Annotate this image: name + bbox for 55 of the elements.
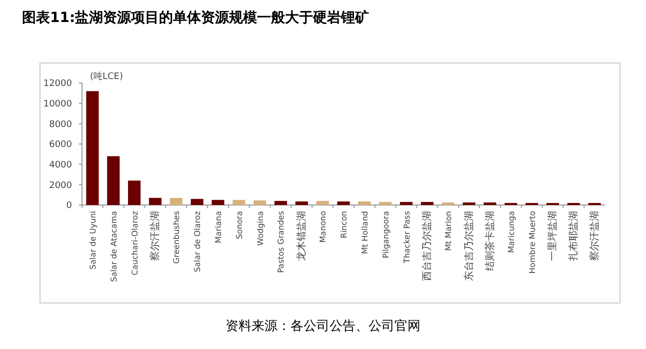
x-tick-label: Salar de Atacama bbox=[109, 210, 118, 282]
y-tick-label: 10000 bbox=[43, 100, 72, 110]
x-tick-label: Thacker Pass bbox=[402, 211, 412, 264]
x-tick-label: Mariana bbox=[214, 210, 223, 244]
x-tick-label: 扎布耶盐湖 bbox=[568, 211, 580, 261]
x-tick-label: Greenbushes bbox=[172, 211, 182, 264]
bar bbox=[254, 200, 266, 205]
y-tick-label: 4000 bbox=[49, 160, 72, 171]
bar bbox=[358, 201, 371, 205]
chart-title: 图表11:盐湖资源项目的单体资源规模一般大于硬岩锂矿 bbox=[22, 9, 370, 26]
bar bbox=[442, 202, 454, 205]
x-tick-label: Mt Holland bbox=[360, 211, 370, 254]
bar bbox=[484, 202, 496, 205]
bar bbox=[400, 202, 413, 205]
x-tick-label: Manono bbox=[318, 210, 328, 243]
bar bbox=[148, 198, 162, 205]
x-tick-label: Salar de Olaroz bbox=[193, 211, 202, 272]
x-tick-label: Salar de Uyuni bbox=[88, 211, 98, 270]
x-tick-label: 察尔汗盐湖 bbox=[588, 211, 601, 261]
bar bbox=[316, 200, 329, 205]
text: 资料来源：各公司公告、公司官网 bbox=[226, 318, 420, 334]
bar bbox=[107, 156, 120, 205]
x-tick-label: Mt Marion bbox=[444, 211, 454, 251]
x-tick-label: 察尔汗盐湖 bbox=[149, 211, 162, 261]
bar bbox=[337, 201, 350, 205]
x-tick-label: 龙木错盐湖 bbox=[296, 211, 308, 261]
x-tick-label: Rincon bbox=[340, 211, 348, 238]
bar bbox=[379, 202, 392, 205]
y-tick-label: 2000 bbox=[49, 180, 72, 191]
y-tick-label: 8000 bbox=[49, 120, 72, 130]
x-tick-label: Cauchari-Olaroz bbox=[130, 211, 140, 276]
bar bbox=[462, 202, 476, 205]
bar bbox=[128, 180, 141, 205]
x-tick-label: Pilgangoora bbox=[381, 210, 390, 258]
x-tick-label: 一里坪盐湖 bbox=[546, 211, 559, 261]
x-tick-label: 东台吉乃尔盐湖 bbox=[463, 211, 476, 281]
bar bbox=[86, 91, 99, 205]
y-tick-label: 6000 bbox=[49, 140, 72, 150]
x-tick-label: 西台吉乃尔盐湖 bbox=[421, 211, 434, 281]
bar bbox=[274, 200, 288, 205]
x-tick-label: Maricunga bbox=[506, 210, 516, 253]
x-tick-label: Wodgina bbox=[256, 210, 265, 246]
bar bbox=[212, 200, 224, 205]
bar bbox=[295, 201, 308, 205]
x-tick-label: Sonora bbox=[234, 210, 244, 240]
bar bbox=[170, 198, 182, 205]
x-tick-label: Pastos Grandes bbox=[276, 211, 286, 273]
y-tick-label: 0 bbox=[66, 201, 72, 212]
bar bbox=[190, 198, 204, 205]
y-tick-label: 12000 bbox=[43, 79, 72, 90]
bar bbox=[420, 202, 434, 205]
bar bbox=[232, 200, 246, 205]
y-axis-title: (吨LCE) bbox=[90, 71, 124, 82]
x-tick-label: Hombre Muerto bbox=[528, 210, 537, 274]
x-tick-label: 结则茶卡盐湖 bbox=[484, 211, 496, 271]
